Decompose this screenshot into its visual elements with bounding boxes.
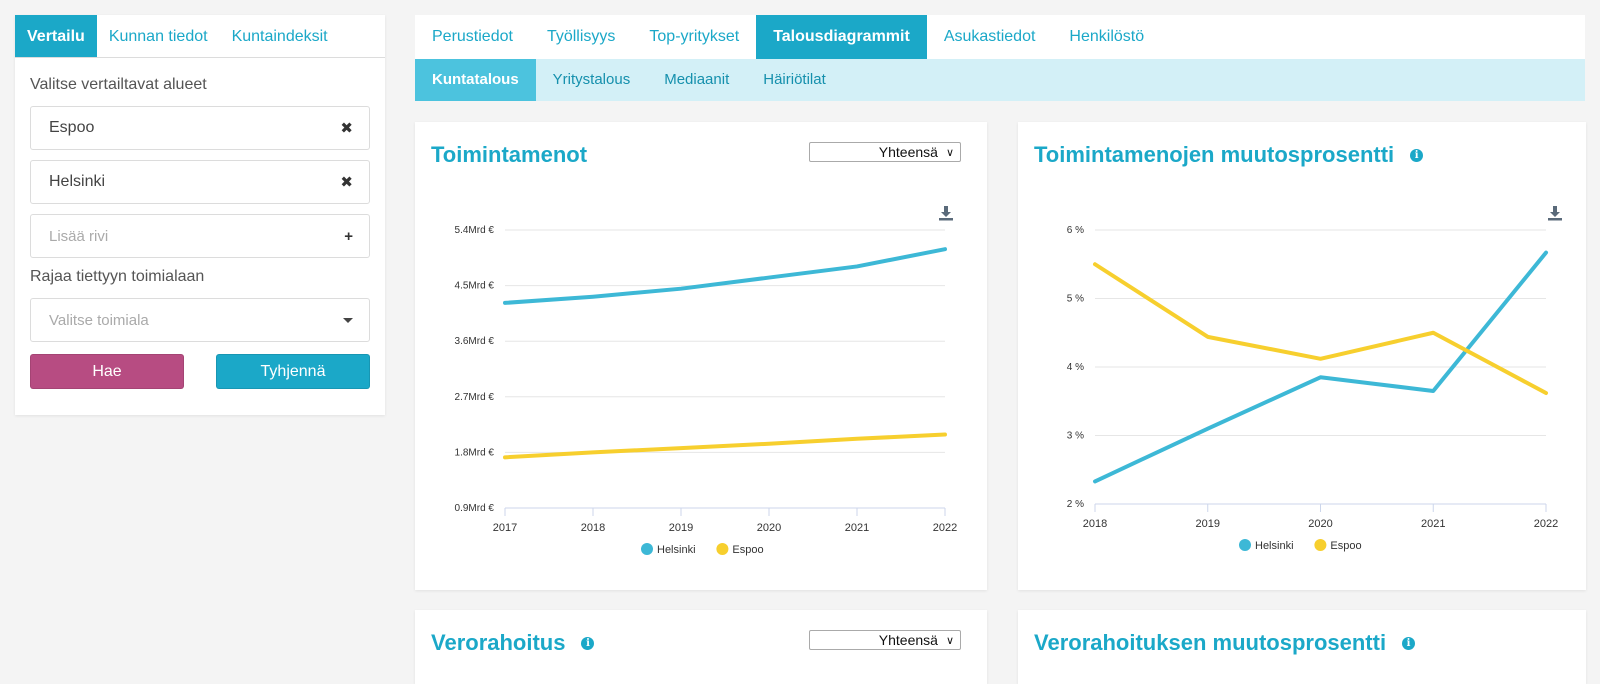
add-area-input[interactable]: [49, 227, 299, 245]
legend-label: Helsinki: [1255, 540, 1294, 552]
card-title: Verorahoituksen muutosprosentti i: [1034, 630, 1416, 656]
area-name: Helsinki: [49, 173, 106, 190]
legend-marker: [1239, 539, 1251, 551]
industry-label: Rajaa tiettyyn toimialaan: [30, 268, 205, 285]
clear-button[interactable]: Tyhjennä: [216, 354, 370, 389]
chevron-down-icon: ∨: [945, 634, 954, 647]
x-tick-label: 2017: [493, 522, 517, 534]
tab-top-yritykset[interactable]: Top-yritykset: [649, 28, 740, 45]
series-line-helsinki: [1093, 250, 1548, 484]
verorahoitus-card: Verorahoitus i Yhteensä ∨: [415, 610, 987, 684]
industry-placeholder: Valitse toimiala: [49, 311, 149, 329]
y-tick-label: 2 %: [1067, 499, 1084, 510]
main-tab-bar: Perustiedot Työllisyys Top-yritykset Tal…: [415, 15, 1585, 59]
y-tick-label: 4 %: [1067, 362, 1084, 373]
left-tab-bar: Vertailu Kunnan tiedot Kuntaindeksit: [15, 15, 385, 58]
dropdown-value: Yhteensä: [878, 144, 938, 160]
tab-vertailu[interactable]: Vertailu: [15, 15, 97, 57]
y-tick-label: 3.6Mrd €: [455, 336, 495, 347]
toimintamenot-card: Toimintamenot Yhteensä ∨ 0.9Mrd € 1.8Mrd €…: [415, 122, 987, 590]
y-tick-label: 6 %: [1067, 225, 1084, 236]
type-dropdown[interactable]: Yhteensä ∨: [809, 142, 961, 162]
muutosprosentti-card: Toimintamenojen muutosprosentti i 2 % 3 % 4…: [1018, 122, 1586, 590]
series-line-helsinki: [503, 247, 947, 305]
remove-icon[interactable]: ✖: [340, 174, 353, 191]
chevron-down-icon: ∨: [945, 146, 954, 159]
legend-marker: [716, 543, 729, 555]
card-title-text: Verorahoituksen muutosprosentti: [1034, 630, 1387, 655]
toimintamenot-chart: 0.9Mrd € 1.8Mrd € 2.7Mrd € 3.6Mrd € 4.5Mrd €…: [455, 225, 958, 556]
tab-kunnan-tiedot[interactable]: Kunnan tiedot: [108, 28, 208, 45]
area-name: Espoo: [49, 119, 95, 136]
add-row: +: [30, 214, 370, 258]
areas-label: Valitse vertailtavat alueet: [30, 76, 207, 93]
y-tick-label: 5.4Mrd €: [455, 225, 495, 236]
legend-label: Helsinki: [657, 544, 696, 556]
industry-select[interactable]: Valitse toimiala: [30, 298, 370, 342]
subtab-hairiotilat[interactable]: Häiriötilat: [763, 71, 826, 88]
card-title-text: Toimintamenot: [431, 142, 588, 167]
info-icon[interactable]: i: [581, 636, 595, 650]
caret-down-icon: [343, 317, 353, 323]
x-tick-label: 2019: [669, 522, 693, 534]
card-title: Toimintamenot: [431, 142, 587, 168]
search-button[interactable]: Hae: [30, 354, 184, 389]
remove-icon[interactable]: ✖: [340, 120, 353, 137]
x-tick-label: 2022: [1534, 518, 1558, 530]
tab-tyollisyys[interactable]: Työllisyys: [546, 28, 616, 45]
card-title-text: Verorahoitus: [431, 630, 566, 655]
tab-perustiedot[interactable]: Perustiedot: [432, 28, 513, 45]
tab-henkilosto[interactable]: Henkilöstö: [1069, 28, 1145, 45]
info-icon[interactable]: i: [1410, 148, 1424, 162]
x-tick-label: 2021: [845, 522, 869, 534]
subtab-yritystalous[interactable]: Yritystalous: [552, 71, 631, 88]
dropdown-value: Yhteensä: [878, 632, 938, 648]
info-icon[interactable]: i: [1402, 636, 1416, 650]
muutosprosentti-chart: 2 % 3 % 4 % 5 % 6 % 2018 2019 2020 2021 2022 Helsi…: [1067, 225, 1558, 552]
verorahoitus-muutos-card: Verorahoituksen muutosprosentti i: [1018, 610, 1586, 684]
sub-tab-bar: Kuntatalous Yritystalous Mediaanit Häiri…: [415, 59, 1585, 101]
series-line-espoo: [1093, 262, 1548, 396]
legend-marker: [641, 543, 653, 555]
download-icon[interactable]: [937, 204, 955, 222]
x-tick-label: 2018: [1083, 518, 1107, 530]
x-tick-label: 2018: [581, 522, 605, 534]
y-tick-label: 3 %: [1067, 431, 1084, 442]
x-tick-label: 2020: [757, 522, 781, 534]
x-tick-label: 2022: [933, 522, 957, 534]
area-row-helsinki: Helsinki ✖: [30, 160, 370, 204]
comparison-panel: Vertailu Kunnan tiedot Kuntaindeksit Val…: [15, 15, 385, 415]
y-tick-label: 4.5Mrd €: [455, 281, 495, 292]
tab-talousdiagrammit[interactable]: Talousdiagrammit: [756, 15, 927, 59]
card-title-text: Toimintamenojen muutosprosentti: [1034, 142, 1395, 167]
y-tick-label: 5 %: [1067, 294, 1084, 305]
legend-marker: [1314, 539, 1327, 551]
y-tick-label: 2.7Mrd €: [455, 392, 495, 403]
tab-asukastiedot[interactable]: Asukastiedot: [943, 28, 1036, 45]
series-line-espoo: [503, 432, 947, 460]
x-tick-label: 2021: [1421, 518, 1445, 530]
tab-kuntaindeksit[interactable]: Kuntaindeksit: [231, 28, 328, 45]
legend-label: Espoo: [732, 544, 763, 556]
area-row-espoo: Espoo ✖: [30, 106, 370, 150]
legend-label: Espoo: [1330, 540, 1361, 552]
add-icon[interactable]: +: [344, 227, 353, 245]
card-title: Verorahoitus i: [431, 630, 595, 656]
x-tick-label: 2019: [1196, 518, 1220, 530]
card-title: Toimintamenojen muutosprosentti i: [1034, 142, 1424, 168]
subtab-kuntatalous[interactable]: Kuntatalous: [415, 59, 536, 101]
type-dropdown[interactable]: Yhteensä ∨: [809, 630, 961, 650]
x-tick-label: 2020: [1308, 518, 1332, 530]
y-tick-label: 1.8Mrd €: [455, 447, 495, 458]
y-tick-label: 0.9Mrd €: [455, 503, 495, 514]
subtab-mediaanit[interactable]: Mediaanit: [664, 71, 730, 88]
download-icon[interactable]: [1546, 204, 1564, 222]
